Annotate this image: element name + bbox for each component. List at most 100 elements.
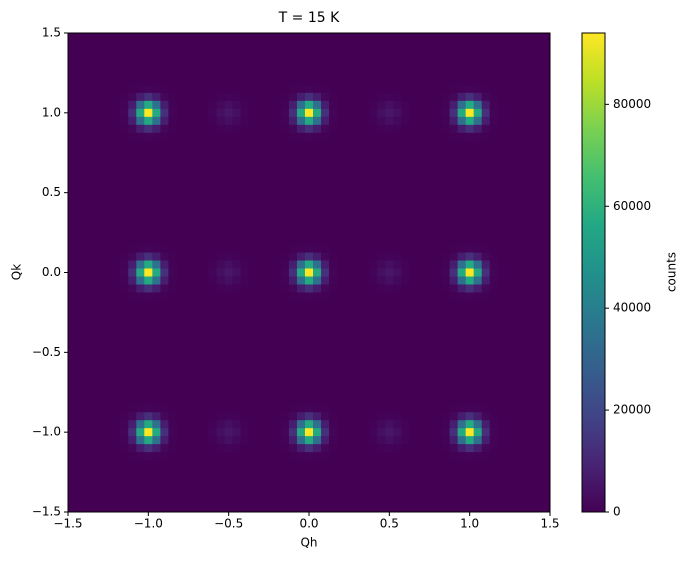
heatmap-cell [313,404,322,413]
heatmap-cell [280,284,290,293]
heatmap-cell [240,452,250,461]
peak [441,404,499,461]
heatmap-cell [409,124,418,134]
heatmap-cell [304,436,314,445]
heatmap-cell [329,436,338,445]
heatmap-cell [377,412,386,421]
heatmap-cell [473,452,483,461]
heatmap-cell [457,412,466,421]
heatmap-cell [136,452,145,461]
heatmap-cell [136,116,145,126]
heatmap-cell [329,244,338,253]
heatmap-cell [232,252,242,261]
heatmap-cell [120,284,129,293]
heatmap-cell [304,132,314,142]
heatmap-cell [313,124,322,134]
heatmap-cell [481,124,491,134]
heatmap-cell [361,100,370,110]
heatmap-cell [240,124,250,134]
heatmap-cell [441,260,450,269]
heatmap-cell [232,412,242,421]
heatmap-cell [409,284,418,293]
heatmap-cell [240,436,250,445]
heatmap-cell [409,276,418,285]
heatmap-cell [409,420,418,429]
heatmap-cell [136,292,145,301]
heatmap-cell [224,252,233,261]
heatmap-cell [288,124,298,134]
heatmap-cell [200,260,209,269]
heatmap-cell [296,436,306,445]
heatmap-cell [329,420,338,429]
heatmap-cell [160,92,169,102]
heatmap-cell [232,244,242,253]
heatmap-cell [361,412,370,421]
heatmap-cell [441,452,450,461]
heatmap-cell [401,428,410,437]
heatmap-cell [208,260,217,269]
heatmap-cell [313,412,322,421]
heatmap-cell [216,84,225,94]
heatmap-cell [168,252,177,261]
heatmap-cell [465,116,474,126]
heatmap-cell [296,428,306,437]
heatmap-cell [361,276,370,285]
heatmap-cell [296,124,306,134]
heatmap-cell [449,116,458,126]
heatmap-cell [313,92,322,102]
heatmap-cell [248,252,258,261]
heatmap-cell [224,124,233,134]
heatmap-cell [489,428,499,437]
heatmap-cell [152,436,161,445]
heatmap-cell [160,244,169,253]
heatmap-cell [329,116,338,126]
heatmap-cell [152,412,161,421]
heatmap-cell [232,404,242,413]
heatmap-cell [296,292,306,301]
heatmap-cell [128,116,137,126]
heatmap-cell [465,132,474,142]
heatmap-cell [449,404,458,413]
heatmap-cell [304,84,314,94]
colorbar-tick-label: 20000 [613,403,651,417]
heatmap-cell [128,260,137,269]
heatmap-cell [393,452,402,461]
heatmap-cell [216,436,225,445]
heatmap-cell [361,260,370,269]
heatmap-cell [160,412,169,421]
heatmap-cell [304,92,314,102]
heatmap-cell [152,132,161,142]
heatmap-cell [481,260,491,269]
heatmap-cell [489,124,499,134]
heatmap-cell [248,412,258,421]
heatmap-cell [321,436,330,445]
heatmap-cell [240,404,250,413]
heatmap-cell [128,92,137,102]
heatmap-cell [144,132,153,142]
heatmap-cell [489,108,499,118]
heatmap-cell [160,436,169,445]
heatmap-cell [296,244,306,253]
heatmap-cell [401,436,410,445]
heatmap-cell [280,444,290,453]
heatmap-cell [329,404,338,413]
heatmap-cell [401,84,410,94]
y-tick-label: 0.5 [42,185,61,199]
peak [361,404,418,461]
heatmap-cell [152,284,161,293]
heatmap-cell [160,284,169,293]
heatmap-cell [393,124,402,134]
heatmap-cell [489,116,499,126]
peak [120,404,177,461]
heatmap-cell [321,116,330,126]
heatmap-cell [369,244,378,253]
heatmap-cell [288,132,298,142]
peak [200,404,258,461]
colorbar-tick-label: 80000 [613,97,651,111]
heatmap-cell [409,452,418,461]
heatmap-cell [457,100,466,110]
heatmap-cell [441,284,450,293]
heatmap-cell [473,268,483,277]
heatmap-cell [224,292,233,301]
heatmap-cell [152,268,161,277]
